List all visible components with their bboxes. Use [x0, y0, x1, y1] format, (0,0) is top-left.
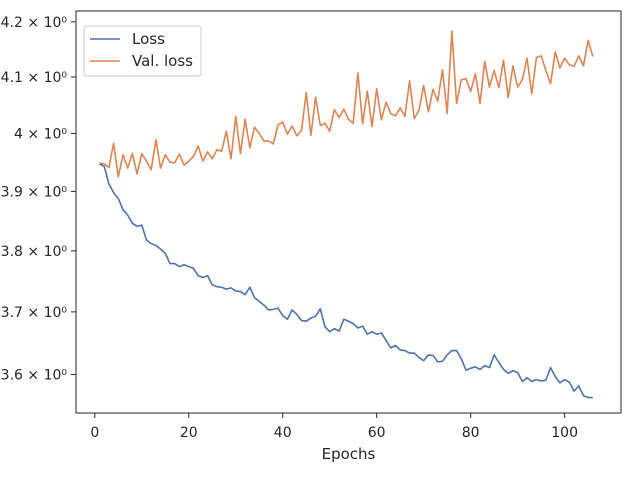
x-tick-label: 80 [462, 425, 480, 441]
plot-frame [75, 10, 622, 414]
y-tick-label: 4 × 10⁰ [14, 126, 67, 142]
x-tick-label: 40 [274, 425, 292, 441]
axis-ticks: 0 20 40 60 80 100 3.6 × 10⁰ 3.7 × 10⁰ 3.8 × 10⁰ 3… [1, 15, 578, 441]
legend-label-0: Loss [132, 30, 165, 48]
x-tick-label: 20 [180, 425, 198, 441]
legend-label-1: Val. loss [132, 52, 193, 70]
y-tick-label: 3.6 × 10⁰ [1, 368, 68, 384]
series-line-1 [99, 30, 594, 178]
x-tick-label: 0 [90, 425, 99, 441]
y-tick-label: 3.7 × 10⁰ [1, 305, 68, 321]
y-tick-label: 4.2 × 10⁰ [1, 15, 68, 31]
x-tick-label: 60 [368, 425, 386, 441]
series-lines [99, 30, 594, 399]
y-tick-label: 3.8 × 10⁰ [1, 244, 68, 260]
legend: Loss Val. loss [83, 25, 202, 77]
series-line-0 [99, 163, 593, 399]
y-tick-label: 4.1 × 10⁰ [1, 70, 68, 86]
x-tick-label: 100 [551, 425, 578, 441]
x-axis-label: Epochs [322, 445, 376, 463]
y-tick-label: 3.9 × 10⁰ [1, 184, 68, 200]
